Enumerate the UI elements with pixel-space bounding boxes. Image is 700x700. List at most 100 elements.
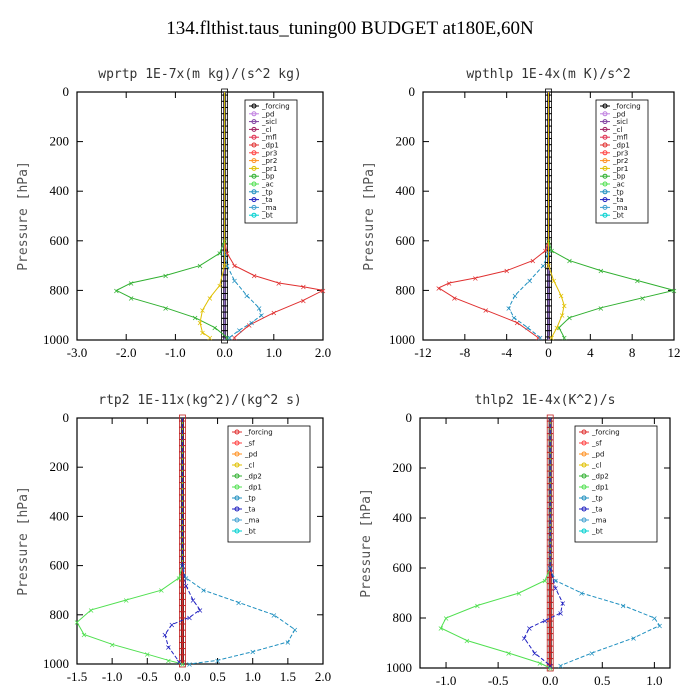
series-line xyxy=(164,418,201,662)
series-marker: × xyxy=(505,649,512,658)
series-marker: × xyxy=(109,640,116,649)
x-tick-label: 0.0 xyxy=(216,345,232,360)
legend-label: _pd xyxy=(261,110,274,118)
series-marker: × xyxy=(552,577,559,586)
legend-marker xyxy=(234,484,240,490)
series-marker: × xyxy=(224,334,231,343)
series-marker: × xyxy=(548,334,555,343)
series-line xyxy=(440,418,551,669)
series-marker: × xyxy=(559,311,566,320)
series-marker: × xyxy=(113,286,120,295)
legend-label: _forcing xyxy=(244,429,273,437)
plot-frame xyxy=(76,91,324,341)
legend-label: _forcing xyxy=(591,429,620,437)
series-marker: × xyxy=(620,602,627,611)
y-tick-label: 800 xyxy=(50,607,70,622)
series-marker: × xyxy=(437,624,444,633)
legend-marker xyxy=(251,181,257,187)
legend-label: _bp xyxy=(261,173,275,181)
series-marker: × xyxy=(521,634,528,643)
series-marker: × xyxy=(531,649,538,658)
legend-label: _bt xyxy=(591,528,603,536)
series-marker: × xyxy=(270,309,277,318)
y-tick-label: 1000 xyxy=(389,332,415,347)
legend: _forcing_pd_sicl_cl_mfl_dp1_pr3_pr2_pr1_… xyxy=(595,99,649,224)
series-marker: × xyxy=(176,574,183,583)
legend-label: _bt xyxy=(261,212,273,220)
legend-marker xyxy=(251,103,257,109)
series-marker: × xyxy=(503,267,510,276)
legend-marker xyxy=(581,495,587,501)
series-marker: × xyxy=(176,658,183,667)
legend-marker xyxy=(234,451,240,457)
series-marker: × xyxy=(435,284,442,293)
legend-marker xyxy=(602,134,608,140)
legend-label: _cl xyxy=(261,126,271,134)
series-line xyxy=(115,92,228,338)
y-axis-label: Pressure [hPa] xyxy=(362,161,377,271)
legend-marker xyxy=(251,142,257,148)
y-tick-label: 0 xyxy=(63,410,70,425)
series-marker: × xyxy=(144,650,151,659)
legend-marker xyxy=(602,158,608,164)
legend-label: _bt xyxy=(244,528,256,536)
legend-marker xyxy=(234,429,240,435)
series-marker: × xyxy=(451,294,458,303)
series-marker: × xyxy=(158,586,165,595)
legend-box xyxy=(574,425,658,543)
series-marker: × xyxy=(249,648,256,657)
legend-marker xyxy=(251,173,257,179)
series-marker: × xyxy=(211,324,218,333)
series-line xyxy=(548,92,675,338)
plot-frame xyxy=(76,417,324,665)
legend-label: _ma xyxy=(612,204,628,212)
series-marker: × xyxy=(550,276,557,285)
series-marker: × xyxy=(671,286,678,295)
series-marker: × xyxy=(186,660,193,669)
x-tick-label: -2.0 xyxy=(116,345,137,360)
y-tick-label: 0 xyxy=(406,410,413,425)
y-tick-label: 0 xyxy=(409,84,416,99)
y-tick-label: 200 xyxy=(396,134,416,149)
series-marker: × xyxy=(320,286,327,295)
series-marker: × xyxy=(179,562,186,571)
legend-label: _ac xyxy=(612,181,625,189)
series-marker: × xyxy=(128,279,135,288)
series-marker: × xyxy=(526,276,533,285)
x-tick-label: -3.0 xyxy=(67,345,88,360)
legend-marker xyxy=(581,528,587,534)
y-axis-label: Pressure [hPa] xyxy=(359,488,374,598)
series-marker: × xyxy=(221,262,228,271)
zero-series-marker xyxy=(546,664,554,672)
x-tick-label: 0.5 xyxy=(209,669,225,684)
legend-marker xyxy=(581,451,587,457)
x-tick-label: -0.5 xyxy=(137,669,158,684)
legend-label: _ta xyxy=(244,506,256,514)
legend-label: _tp xyxy=(612,188,624,196)
legend-label: _pr2 xyxy=(612,157,628,165)
legend-label: _dp1 xyxy=(244,484,262,492)
legend-label: _dp1 xyxy=(591,484,609,492)
series-marker: × xyxy=(179,562,186,571)
legend-marker xyxy=(602,197,608,203)
series-marker: × xyxy=(597,304,604,313)
y-tick-label: 1000 xyxy=(43,656,69,671)
legend-label: _tp xyxy=(591,495,603,503)
series-marker: × xyxy=(248,319,255,328)
x-tick-label: -0.5 xyxy=(488,673,509,688)
legend-label: _sf xyxy=(591,440,602,448)
x-tick-label: -12 xyxy=(414,345,431,360)
x-tick-label: 2.0 xyxy=(315,669,331,684)
series-marker: × xyxy=(226,334,233,343)
series-marker: × xyxy=(74,618,81,627)
legend-marker xyxy=(234,528,240,534)
series-marker: × xyxy=(162,630,169,639)
series-marker: × xyxy=(464,637,471,646)
series-tp: ×××××××××× xyxy=(179,418,298,669)
y-tick-label: 1000 xyxy=(386,660,412,675)
series-marker: × xyxy=(554,324,561,333)
legend-marker xyxy=(234,462,240,468)
legend-box xyxy=(227,425,311,543)
series-marker: × xyxy=(566,257,573,266)
legend-marker xyxy=(251,134,257,140)
